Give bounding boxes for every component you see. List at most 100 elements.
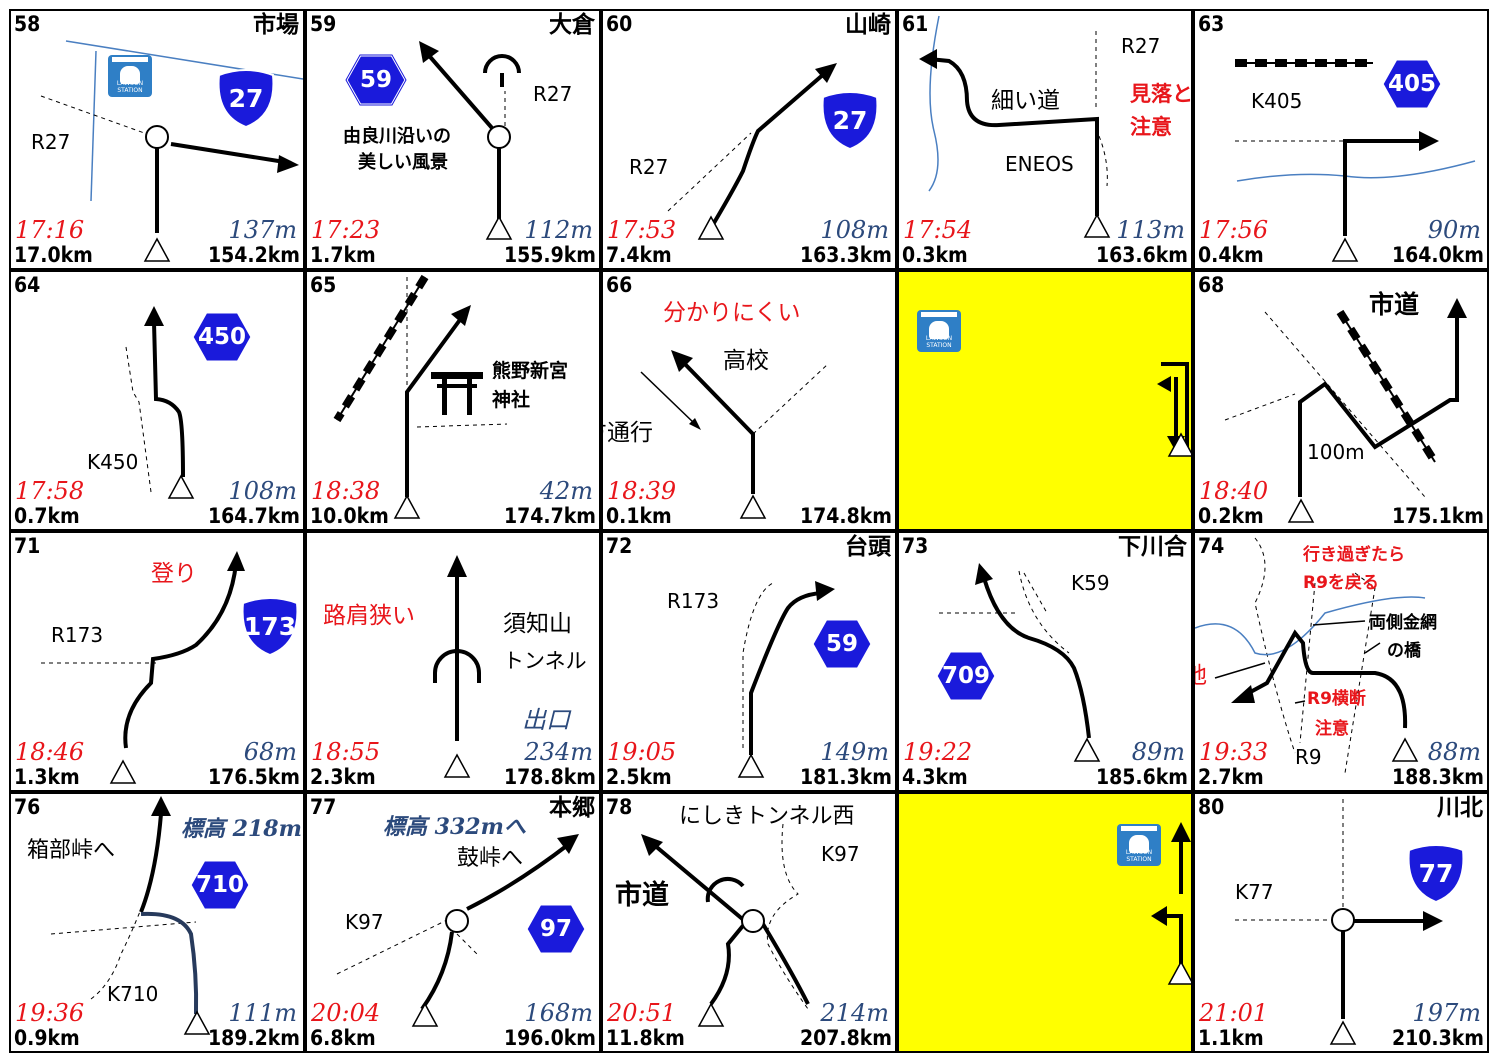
total-distance: 155.9km [503,243,596,267]
leg-distance: 0.3km [902,243,968,267]
prefectural-route-hexagon-icon: 710 [189,858,251,912]
tunnel-icon [433,649,481,683]
place-name: 市場 [253,12,299,38]
national-route-shield-icon: 27 [819,91,881,151]
distance-label: 100m [1307,440,1365,464]
note: 美しい風景 [358,152,448,173]
road-label: R9 [1295,745,1322,769]
cue-number: 58 [14,12,41,36]
leg-distance: 6.8km [310,1026,376,1050]
cue-number: 72 [606,534,633,558]
leg-distance: 0.4km [1198,243,1264,267]
elevation: 234m [524,738,593,766]
lawson-station-logo: LAWSON STATION [917,310,961,352]
total-distance: 210.3km [1391,1026,1484,1050]
cue-71: 173 登り R173 71 18:46 68m 1.3km 176.5km [9,531,305,792]
total-distance: 188.3km [1391,765,1484,789]
warning: 細い路地 [1195,665,1207,688]
route-diagram [737,581,835,778]
elevation: 42m [539,477,593,505]
cue-66: 分かりにくい 高校 一方通行 66 18:39 0.1km 174.8km [601,270,897,531]
climb-note: 登り [151,561,197,587]
road-label: K77 [1235,880,1274,904]
place-name: 山崎 [845,12,891,38]
cue-number: 68 [1198,273,1225,297]
cue-number: 60 [606,12,633,36]
shrine-torii-icon [431,372,483,415]
prefectural-route-hexagon-icon: 405 [1381,57,1443,111]
route-diagram [336,834,579,1027]
time: 19:36 [15,999,85,1027]
cue-number: 63 [1198,12,1225,36]
shrine-name: 熊野新宮 [492,360,569,382]
road-label: R173 [51,623,104,647]
leg-distance: 0.2km [1198,504,1264,528]
cue-number: 65 [310,273,337,297]
route-number: 77 [1418,859,1454,888]
route-diagram [41,551,245,784]
place-name: 本郷 [549,795,595,821]
time: 20:51 [607,999,677,1027]
route-diagram [40,40,303,262]
cue-74: 行き過ぎたら R9を戻る 両側金網 の橋 細い路地 R9横断 注意 R9 74 … [1193,531,1489,792]
cue-78: にしきトンネル西 K97 市道 78 20:51 214m 11.8km 207… [601,792,897,1053]
prefectural-route-hexagon-icon: 97 [525,902,587,956]
cue-number: 59 [310,12,337,36]
total-distance: 154.2km [207,243,300,267]
elevation: 108m [228,477,297,505]
cue-number: 76 [14,795,41,819]
elevation: 112m [524,216,593,244]
place-name: 下川合 [1118,534,1187,560]
time: 18:40 [1199,477,1269,505]
elevation: 168m [524,999,593,1027]
cue-number: 74 [1198,534,1225,558]
road-label: R27 [1121,34,1161,58]
warning: 注意 [1315,719,1349,739]
school-label: 高校 [723,348,769,374]
time: 20:04 [311,999,381,1027]
cue-number: 61 [902,12,929,36]
road-label: R27 [31,130,71,154]
road-label: K710 [107,982,159,1006]
elevation: 90m [1427,216,1481,244]
time: 21:01 [1199,999,1269,1027]
leg-distance: 2.5km [606,765,672,789]
route-diagram [640,350,829,519]
start-triangle-icon [143,237,171,262]
shrine-name: 神社 [492,389,531,411]
cue-73: 709 K59 73 下川合 19:22 89m 4.3km 185.6km [897,531,1193,792]
route-number: 59 [825,631,858,657]
route-diagram [1235,59,1476,262]
time: 18:39 [607,477,677,505]
cue-number: 71 [14,534,41,558]
note: R9を戻る [1303,573,1379,593]
cue-59: 59 R27 由良川沿いの 美しい風景 59 大倉 17:23 112m 1.7… [305,9,601,270]
road-label: K450 [87,450,139,474]
prefectural-route-hexagon-icon: 450 [191,310,253,364]
total-distance: 174.7km [503,504,596,528]
route-number: 27 [832,106,868,135]
city-road-label: 市道 [1369,290,1420,319]
cue-72: 59 R173 72 台頭 19:05 149m 2.5km 181.3km [601,531,897,792]
leg-distance: 2.7km [1198,765,1264,789]
route-diagram [50,796,211,1035]
route-diagram [1195,537,1426,774]
route-diagram [125,306,195,499]
elevation: 214m [820,999,889,1027]
road-label: K97 [345,910,384,934]
route-number: 405 [1387,71,1436,97]
leg-distance: 1.3km [14,765,80,789]
route-diagram [433,555,481,778]
national-route-shield-icon: 77 [1405,844,1467,904]
route-number: 709 [941,663,990,689]
cue-76: 710 箱部峠へ 標高 218mへ K710 76 19:36 111m 0.9… [9,792,305,1053]
total-distance: 181.3km [799,765,892,789]
time: 17:58 [15,477,85,505]
prefectural-route-hexagon-icon: 709 [935,649,997,703]
leg-distance: 7.4km [606,243,672,267]
total-distance: 189.2km [207,1026,300,1050]
leg-distance: 0.7km [14,504,80,528]
time: 19:05 [607,738,677,766]
note: 行き過ぎたら [1303,545,1405,565]
